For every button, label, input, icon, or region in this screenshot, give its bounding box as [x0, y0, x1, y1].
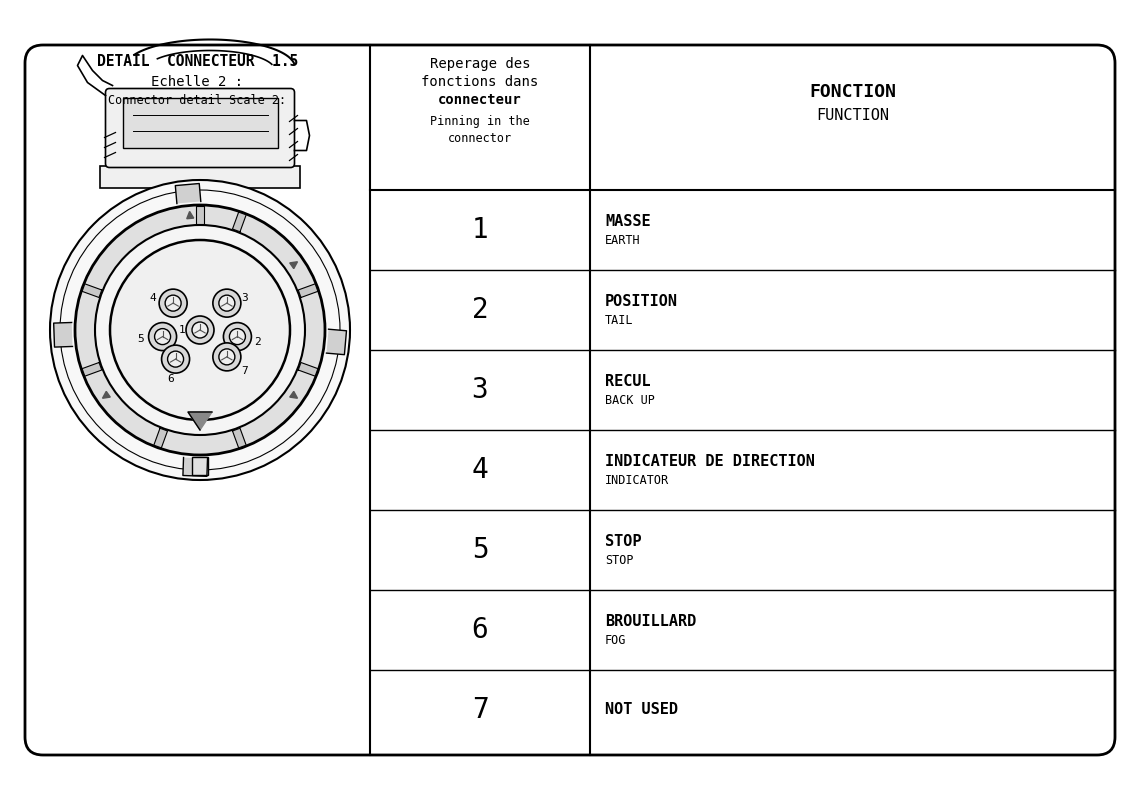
Polygon shape [103, 391, 111, 398]
Text: INDICATEUR DE DIRECTION: INDICATEUR DE DIRECTION [605, 454, 815, 469]
Polygon shape [54, 322, 73, 347]
Polygon shape [326, 330, 347, 354]
Text: INDICATOR: INDICATOR [605, 474, 669, 486]
Text: Pinning in the: Pinning in the [430, 115, 530, 129]
Polygon shape [187, 211, 194, 218]
Text: BACK UP: BACK UP [605, 394, 654, 406]
Text: 5: 5 [472, 536, 488, 564]
Circle shape [186, 316, 214, 344]
Polygon shape [82, 284, 101, 298]
Circle shape [219, 295, 235, 311]
Text: 6: 6 [168, 374, 174, 384]
Polygon shape [299, 284, 318, 298]
Circle shape [109, 240, 290, 420]
Text: 1: 1 [472, 216, 488, 244]
Circle shape [168, 351, 184, 367]
Text: POSITION: POSITION [605, 294, 678, 309]
Polygon shape [290, 262, 298, 269]
Text: Connector detail Scale 2:: Connector detail Scale 2: [108, 94, 286, 106]
Text: connector: connector [448, 133, 512, 146]
Text: connecteur: connecteur [438, 93, 522, 107]
Circle shape [223, 322, 252, 350]
Text: STOP: STOP [605, 554, 634, 566]
Text: fonctions dans: fonctions dans [422, 75, 538, 89]
Polygon shape [154, 428, 168, 448]
Bar [192, 457, 207, 475]
Bar [122, 98, 277, 148]
Text: FUNCTION: FUNCTION [816, 107, 889, 122]
Text: MASSE: MASSE [605, 214, 651, 229]
Text: 3: 3 [242, 293, 249, 303]
Polygon shape [233, 212, 246, 232]
Polygon shape [176, 183, 201, 203]
Circle shape [162, 345, 189, 373]
Text: EARTH: EARTH [605, 234, 641, 246]
Text: BROUILLARD: BROUILLARD [605, 614, 697, 629]
Text: 2: 2 [254, 337, 261, 346]
Text: 4: 4 [472, 456, 488, 484]
Polygon shape [299, 362, 318, 376]
Text: RECUL: RECUL [605, 374, 651, 389]
Text: FONCTION: FONCTION [809, 83, 896, 101]
Circle shape [50, 180, 350, 480]
Text: STOP: STOP [605, 534, 642, 549]
Polygon shape [182, 458, 207, 476]
FancyBboxPatch shape [25, 45, 1115, 755]
Circle shape [95, 225, 306, 435]
Text: 3: 3 [472, 376, 488, 404]
Text: FOG: FOG [605, 634, 626, 646]
Text: NOT USED: NOT USED [605, 702, 678, 718]
Circle shape [75, 205, 325, 455]
Text: 2: 2 [472, 296, 488, 324]
Circle shape [213, 343, 241, 371]
Polygon shape [82, 362, 101, 376]
Text: 7: 7 [472, 696, 488, 724]
Circle shape [213, 289, 241, 317]
Circle shape [219, 349, 235, 365]
Text: Reperage des: Reperage des [430, 57, 530, 71]
Circle shape [192, 322, 207, 338]
Polygon shape [290, 391, 298, 398]
Circle shape [229, 329, 245, 345]
Text: Echelle 2 :: Echelle 2 : [152, 75, 244, 89]
Bar [100, 166, 300, 187]
FancyBboxPatch shape [106, 89, 294, 167]
Circle shape [148, 322, 177, 350]
Text: 6: 6 [472, 616, 488, 644]
Text: TAIL: TAIL [605, 314, 634, 326]
Circle shape [165, 295, 181, 311]
Polygon shape [188, 412, 212, 430]
Text: 5: 5 [137, 334, 144, 343]
Text: 7: 7 [242, 366, 249, 376]
Circle shape [155, 329, 171, 345]
Polygon shape [233, 428, 246, 448]
Text: DETAIL  CONNECTEUR  1.5: DETAIL CONNECTEUR 1.5 [97, 54, 299, 70]
Circle shape [160, 289, 187, 317]
Polygon shape [196, 206, 204, 224]
Text: 4: 4 [149, 293, 156, 303]
Text: 1: 1 [179, 325, 186, 335]
